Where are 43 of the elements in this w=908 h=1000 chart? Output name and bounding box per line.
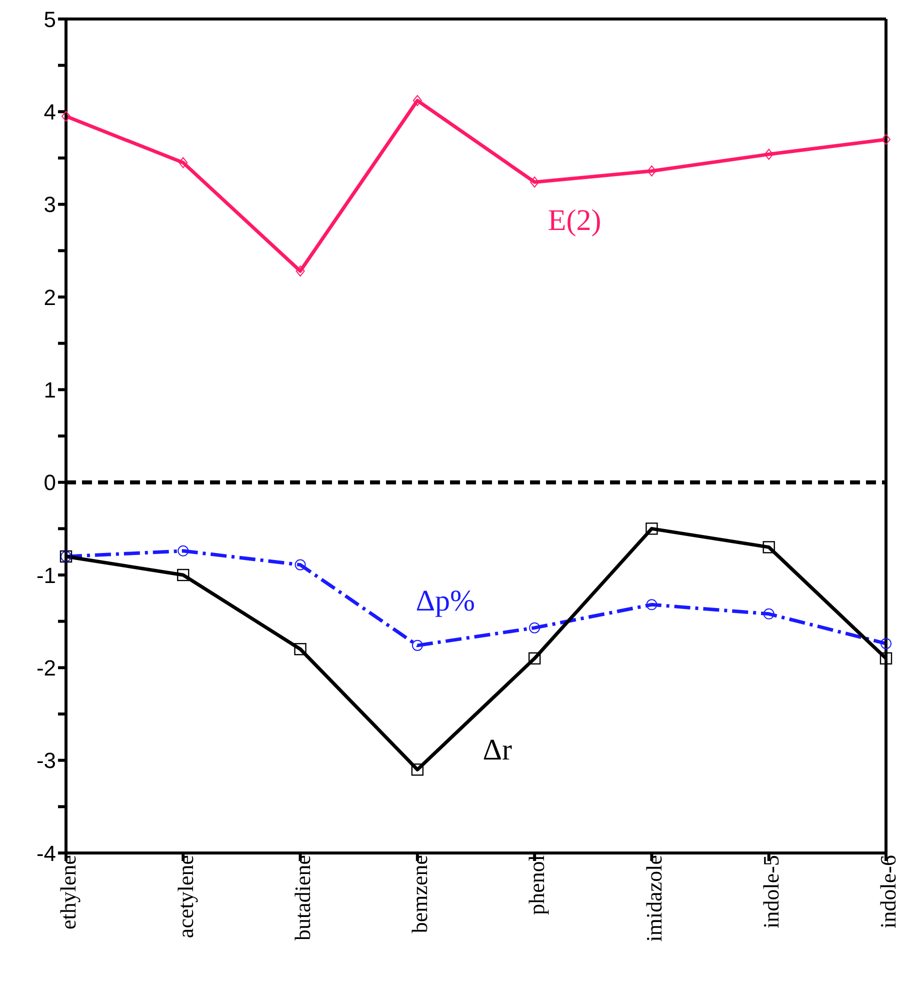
point	[296, 266, 305, 277]
y-tick-label: 5	[44, 6, 56, 32]
x-tick-label: butadiene	[290, 855, 315, 941]
y-tick-label: 0	[44, 470, 56, 496]
y-tick-label: 1	[44, 377, 56, 402]
x-tick-label: acetylene	[172, 855, 198, 938]
point	[412, 95, 422, 106]
point	[647, 165, 656, 176]
point	[646, 522, 658, 535]
y-tick-label: 2	[44, 284, 56, 310]
series-label: Δr	[482, 734, 512, 767]
x-tick-label: phenol	[524, 855, 550, 915]
point	[646, 599, 658, 610]
x-tick-label: indole-6	[876, 855, 901, 928]
x-tick-label: ethylene	[56, 855, 81, 930]
point	[880, 638, 892, 650]
x-tick-label: bemzene	[407, 855, 432, 934]
point	[764, 148, 774, 160]
point	[177, 568, 190, 582]
point	[62, 110, 70, 122]
x-tick-label: imidazole	[641, 855, 666, 942]
y-tick-label: -3	[36, 748, 56, 774]
point	[411, 764, 424, 776]
point	[178, 157, 188, 168]
point	[880, 652, 892, 664]
y-tick-label: 3	[44, 192, 56, 218]
point	[763, 608, 774, 620]
point	[178, 545, 189, 556]
point	[530, 176, 540, 188]
y-tick-label: -2	[36, 655, 56, 680]
point	[294, 559, 306, 570]
point	[412, 640, 423, 651]
y-tick-label: 4	[44, 99, 56, 124]
y-tick-label: -1	[36, 562, 56, 588]
point	[294, 643, 306, 656]
series-label: Δp%	[416, 584, 476, 618]
point	[882, 134, 890, 145]
point	[529, 622, 540, 634]
y-tick-label: -4	[36, 840, 56, 866]
series-label: E(2)	[548, 204, 602, 238]
point	[762, 541, 775, 554]
x-tick-label: indole-5	[758, 855, 784, 928]
point	[528, 652, 541, 664]
